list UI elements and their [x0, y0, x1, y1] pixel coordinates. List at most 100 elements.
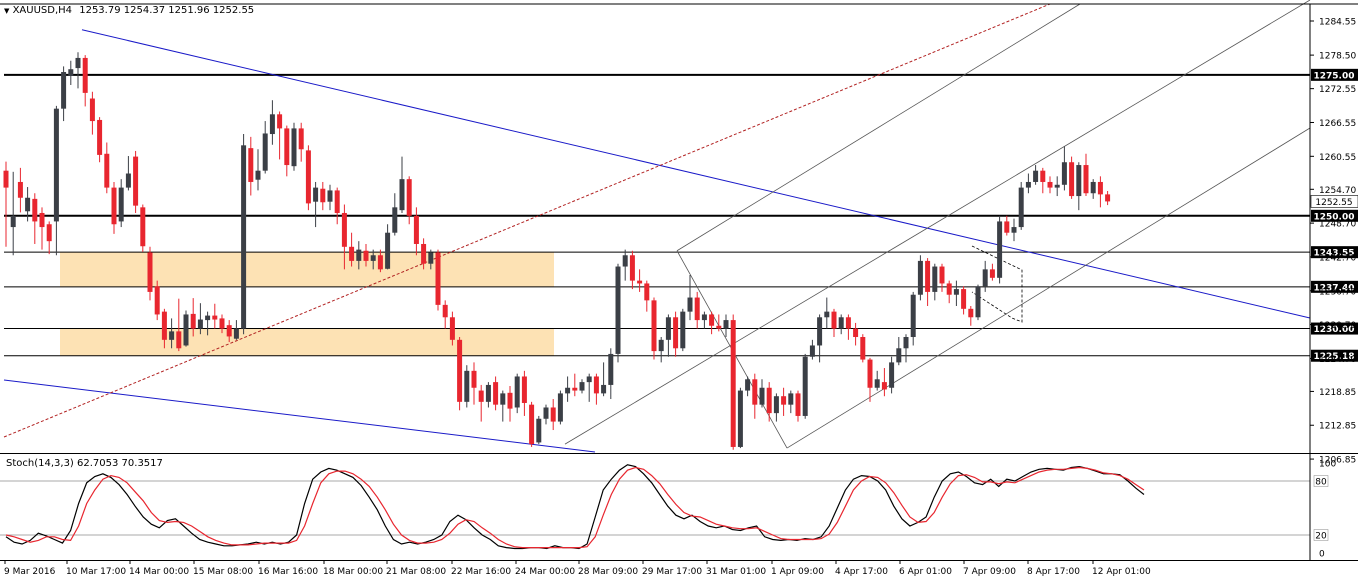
- candle-body: [1061, 162, 1067, 185]
- time-axis: 9 Mar 2016 10 Mar 17:00 14 Mar 00:00 15 Mar…: [4, 560, 1151, 577]
- candle-body: [896, 348, 902, 363]
- candle-body: [385, 232, 391, 269]
- candle-body: [658, 339, 664, 352]
- candle-body: [543, 407, 549, 419]
- channel-line-1: [564, 0, 1311, 445]
- stochastic-label: Stoch(14,3,3) 62.7053 70.3517: [6, 458, 163, 469]
- candle-body: [925, 260, 931, 292]
- level-label-1225.18: 1225.18: [1314, 352, 1355, 362]
- candle-body: [363, 250, 369, 261]
- candle-body: [435, 252, 441, 305]
- trendlines[interactable]: [3, 0, 1311, 453]
- candle-body: [845, 317, 851, 329]
- price-tick-label: 1254.70: [1319, 186, 1356, 196]
- candle-body: [946, 283, 952, 295]
- candle-body: [687, 297, 693, 312]
- level-label-1230.00: 1230.00: [1314, 325, 1355, 335]
- candle-body: [68, 69, 74, 76]
- candle-body: [853, 328, 859, 338]
- time-tick-label: 12 Apr 01:00: [1092, 567, 1151, 577]
- support-resistance-zones: [60, 252, 554, 356]
- candle-body: [939, 266, 945, 284]
- stoch-signal-line: [5, 466, 1145, 549]
- candle-body: [809, 345, 815, 357]
- candle-body: [291, 128, 297, 167]
- candle-body: [766, 387, 772, 414]
- price-tick-label: 1236.70: [1319, 287, 1356, 297]
- candle-body: [608, 353, 614, 385]
- candle-body: [10, 215, 16, 228]
- candle-body: [39, 212, 45, 228]
- candle-body: [1083, 165, 1089, 194]
- level-label-1250.00: 1250.00: [1314, 212, 1355, 222]
- level-tag-1230.00: [1311, 322, 1358, 335]
- candle-body: [104, 153, 110, 188]
- candle-body: [651, 300, 657, 352]
- channel-line-2: [676, 3, 1081, 252]
- candle-body: [377, 255, 383, 270]
- candle-body: [169, 331, 175, 340]
- candle-body: [507, 392, 513, 409]
- candle-body: [752, 379, 758, 405]
- candle-body: [615, 266, 621, 354]
- candle-body: [248, 148, 254, 182]
- dropdown-triangle-icon[interactable]: ▼: [4, 7, 10, 15]
- candle-body: [716, 325, 722, 329]
- price-tick-label: 1272.55: [1319, 85, 1356, 95]
- candle-body: [831, 311, 837, 329]
- price-tick-label: 1260.55: [1319, 153, 1356, 163]
- stoch-level-label: 80: [1315, 478, 1327, 488]
- candle-body: [176, 331, 182, 349]
- candle-body: [75, 57, 81, 69]
- candle-body: [1069, 162, 1075, 197]
- candle-body: [349, 246, 355, 261]
- price-axis: 1275.00 1250.00 1243.55 1237.40 1230.00 1225.…: [1310, 18, 1358, 466]
- stoch-level-tag: [1313, 475, 1329, 487]
- level-tag-1243.55: [1311, 246, 1358, 259]
- candle-body: [745, 379, 751, 391]
- candle-body: [341, 212, 347, 247]
- time-tick-label: 14 Mar 00:00: [129, 567, 189, 577]
- dotted-trendline: [3, 3, 1051, 438]
- candle-body: [46, 224, 52, 242]
- level-label-1237.40: 1237.40: [1314, 283, 1355, 293]
- candle-body: [118, 187, 124, 222]
- candle-body: [759, 387, 765, 405]
- chart-header: ▼ XAUUSD,H4 1253.79 1254.37 1251.96 1252…: [4, 5, 254, 16]
- symbol-label: XAUUSD,H4: [12, 5, 73, 16]
- candle-body: [356, 249, 362, 261]
- candle-body: [226, 325, 232, 337]
- candle-body: [1097, 181, 1103, 195]
- level-tag-1237.40: [1311, 280, 1358, 293]
- candle-body: [788, 393, 794, 405]
- candle-body: [190, 313, 196, 329]
- candle-body: [1105, 194, 1111, 202]
- candle-body: [111, 187, 117, 225]
- candle-body: [730, 320, 736, 447]
- candle-body: [449, 317, 455, 340]
- candle-body: [421, 243, 427, 264]
- candle-body: [572, 387, 578, 391]
- candle-body: [478, 390, 484, 402]
- candle-body: [399, 179, 405, 211]
- candle-body: [1018, 187, 1024, 228]
- stoch-level-label: 20: [1315, 532, 1327, 542]
- candle-body: [25, 197, 31, 212]
- candle-body: [140, 207, 146, 247]
- candle-body: [428, 252, 434, 264]
- time-tick-label: 22 Mar 16:00: [451, 567, 511, 577]
- time-tick-label: 31 Mar 01:00: [706, 567, 766, 577]
- candle-body: [593, 376, 599, 394]
- candle-body: [277, 114, 283, 129]
- candle-body: [514, 376, 520, 408]
- candle-body: [637, 280, 643, 284]
- downtrend-line-lower: [3, 379, 596, 453]
- candle-body: [161, 311, 167, 340]
- candle-body: [1040, 170, 1046, 182]
- time-tick-label: 10 Mar 17:00: [66, 567, 126, 577]
- price-tick-label: 1218.85: [1319, 388, 1356, 398]
- candle-body: [97, 119, 103, 155]
- candle-body: [53, 108, 59, 222]
- price-tick-label: 1248.70: [1319, 220, 1356, 230]
